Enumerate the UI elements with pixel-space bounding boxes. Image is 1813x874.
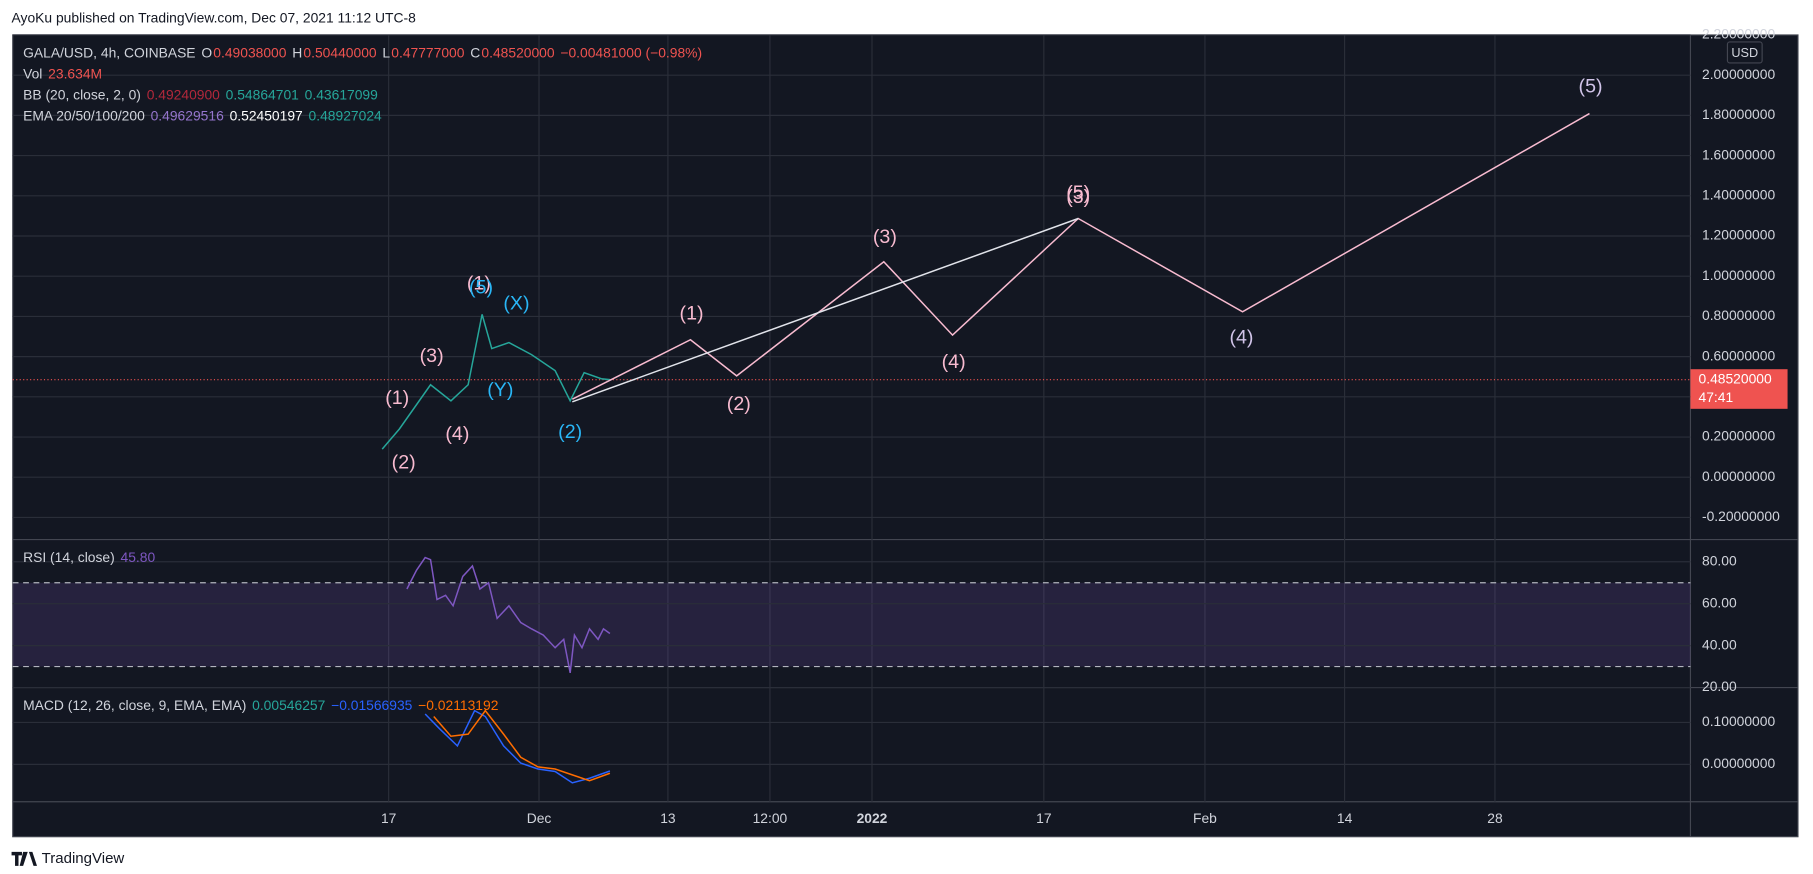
- y-tick-label: 40.00: [1702, 636, 1737, 652]
- footer-text: TradingView: [42, 850, 125, 867]
- series-line: [571, 112, 1590, 400]
- y-tick-label: 1.80000000: [1702, 106, 1775, 122]
- y-tick-label: -0.20000000: [1702, 508, 1780, 524]
- wave-label: (Y): [487, 379, 513, 401]
- currency-box: [1726, 41, 1763, 64]
- legend-row: RSI (14, close) 45.80: [23, 549, 155, 565]
- wave-label: (1): [467, 272, 491, 294]
- legend-item: 0.43617099: [305, 86, 378, 102]
- x-tick-label: Feb: [1193, 810, 1217, 826]
- y-tick-label: 60.00: [1702, 594, 1737, 610]
- x-tick-label: 12:00: [753, 810, 788, 826]
- legend-item: 0.49038000: [213, 44, 286, 60]
- y-tick-label: 80.00: [1702, 552, 1737, 568]
- legend-item: BB (20, close, 2, 0): [23, 86, 141, 102]
- publisher-line: AyoKu published on TradingView.com, Dec …: [12, 9, 417, 25]
- wave-label: (1): [680, 303, 704, 325]
- wave-label: (5): [1066, 182, 1090, 204]
- logo-mark: [11, 851, 37, 866]
- y-tick-label: 2.20000000: [1702, 26, 1775, 42]
- series-line: [433, 709, 611, 782]
- wave-label: (4): [1229, 327, 1253, 349]
- legend-row: BB (20, close, 2, 0) 0.49240900 0.54864701…: [23, 86, 378, 102]
- countdown: 47:41: [1699, 389, 1734, 405]
- legend-item: Vol: [23, 65, 42, 81]
- wave-label: (2): [392, 451, 416, 473]
- legend-item: 0.00546257: [252, 697, 325, 713]
- legend-item: C: [470, 44, 480, 60]
- legend-item: −0.01566935: [331, 697, 413, 713]
- wave-label: (4): [445, 423, 469, 445]
- legend-item: EMA 20/50/100/200: [23, 107, 145, 123]
- wave-label: (X): [503, 293, 529, 315]
- wave-label: (5): [469, 276, 493, 298]
- y-tick-label: 1.20000000: [1702, 227, 1775, 243]
- legend-row: GALA/USD, 4h, COINBASE O0.49038000 H0.5044…: [23, 44, 702, 60]
- x-tick-label: 17: [381, 810, 397, 826]
- series-line: [572, 217, 1079, 403]
- wave-label: (2): [727, 393, 751, 415]
- x-tick-label: 13: [660, 810, 676, 826]
- legend-item: 0.49629516: [151, 107, 224, 123]
- legend-row: Vol 23.634M: [23, 65, 102, 81]
- y-tick-label: 20.00: [1702, 678, 1737, 694]
- currency: USD: [1731, 45, 1758, 60]
- wave-label: (3): [1066, 186, 1090, 208]
- y-tick-label: 1.40000000: [1702, 186, 1775, 202]
- last-price-tag: [1690, 369, 1788, 409]
- legend-row: EMA 20/50/100/200 0.49629516 0.52450197 0.4…: [23, 107, 382, 123]
- legend-item: O: [201, 44, 212, 60]
- y-tick-label: 1.00000000: [1702, 267, 1775, 283]
- wave-label: (3): [873, 226, 897, 248]
- legend-item: −0.02113192: [418, 697, 499, 713]
- legend-item: H: [292, 44, 302, 60]
- legend-item: −0.00481000 (−0.98%): [560, 44, 702, 60]
- legend-item: 45.80: [121, 549, 156, 565]
- wave-label: (5): [1579, 75, 1603, 97]
- x-tick-label: 14: [1337, 810, 1353, 826]
- rsi-band: [12, 582, 1691, 667]
- y-tick-label: 0.10000000: [1702, 713, 1775, 729]
- legend-item: GALA/USD, 4h, COINBASE: [23, 44, 195, 60]
- legend-item: L: [382, 44, 390, 60]
- legend-item: 0.48927024: [309, 107, 382, 123]
- x-tick-label: 2022: [857, 810, 888, 826]
- legend-item: 0.54864701: [226, 86, 299, 102]
- y-tick-label: 0.00000000: [1702, 468, 1775, 484]
- wave-label: (3): [420, 345, 444, 367]
- x-tick-label: 17: [1036, 810, 1052, 826]
- footer-logo: TradingView: [11, 850, 125, 867]
- legend-item: 0.47777000: [391, 44, 464, 60]
- wave-label: (1): [385, 387, 409, 409]
- series-line: [381, 314, 610, 450]
- legend-row: MACD (12, 26, close, 9, EMA, EMA) 0.00546…: [23, 697, 499, 713]
- y-tick-label: 2.00000000: [1702, 66, 1775, 82]
- y-tick-label: 0.80000000: [1702, 307, 1775, 323]
- legend-item: 23.634M: [48, 65, 102, 81]
- series-line: [424, 709, 611, 784]
- legend-item: 0.48520000: [481, 44, 554, 60]
- chart-frame: [12, 34, 1799, 838]
- y-tick-label: 1.60000000: [1702, 146, 1775, 162]
- legend-item: MACD (12, 26, close, 9, EMA, EMA): [23, 697, 246, 713]
- x-tick-label: Dec: [527, 810, 552, 826]
- legend-item: 0.52450197: [230, 107, 303, 123]
- y-tick-label: 0.60000000: [1702, 347, 1775, 363]
- legend-item: 0.50440000: [303, 44, 376, 60]
- wave-label: (2): [558, 421, 582, 443]
- legend-item: RSI (14, close): [23, 549, 115, 565]
- legend-item: 0.49240900: [147, 86, 220, 102]
- last-price-label: 0.48520000: [1699, 370, 1772, 386]
- y-tick-label: 0.20000000: [1702, 428, 1775, 444]
- wave-label: (4): [942, 351, 966, 373]
- x-tick-label: 28: [1487, 810, 1503, 826]
- series-line: [406, 556, 611, 674]
- y-tick-label: 0.00000000: [1702, 755, 1775, 771]
